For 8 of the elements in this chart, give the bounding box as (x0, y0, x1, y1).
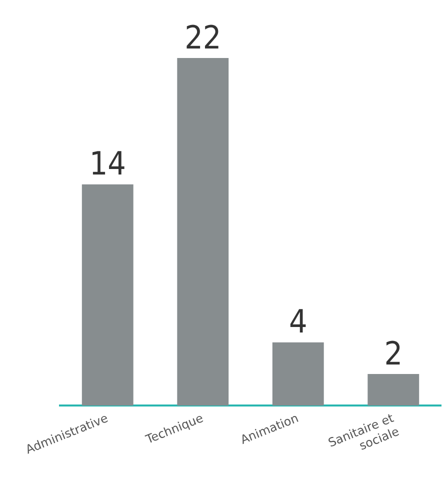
data-label: 2 (384, 334, 403, 372)
bar (368, 374, 420, 406)
bar (177, 58, 229, 406)
data-label: 14 (89, 144, 126, 183)
bar (272, 342, 324, 406)
bar (82, 184, 134, 406)
data-label: 22 (184, 18, 222, 56)
data-label: 4 (288, 302, 308, 341)
